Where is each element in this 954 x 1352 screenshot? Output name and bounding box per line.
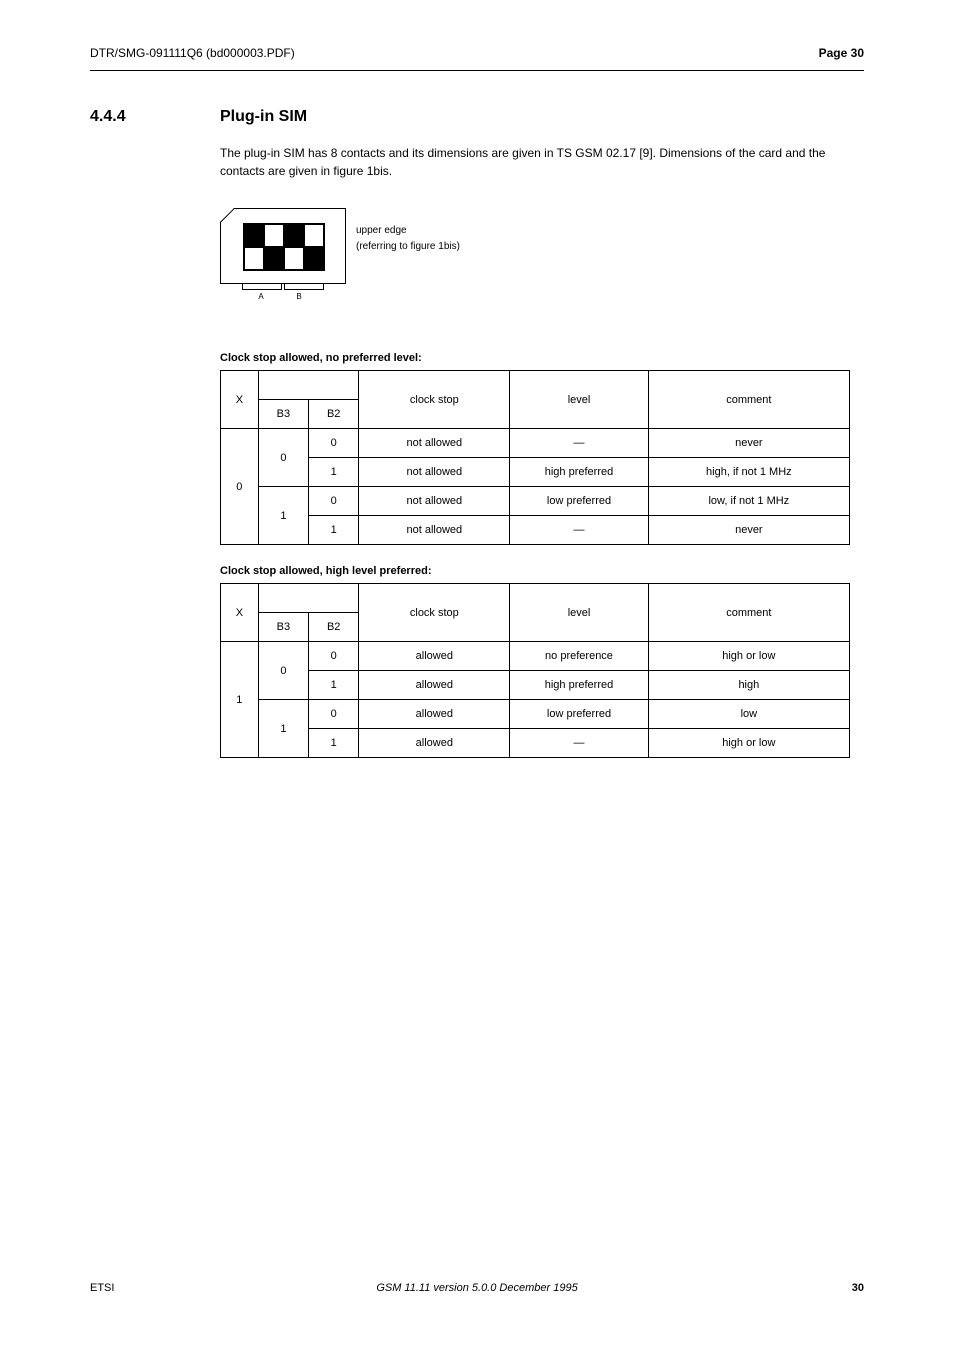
footer-mid: GSM 11.11 version 5.0.0 December 1995 (0, 1282, 954, 1294)
t1-c: low preferred (510, 487, 648, 516)
t2-c: high or low (648, 642, 849, 671)
bracket-row (242, 284, 326, 290)
table2-h-level: level (510, 584, 648, 642)
t2-c: high or low (648, 729, 849, 758)
table2-h-b2: B2 (309, 613, 359, 642)
axis-b: B (280, 292, 318, 301)
t2-c: 0 (309, 700, 359, 729)
t2-c: 1 (258, 700, 308, 758)
table1-h-level: level (510, 371, 648, 429)
table-row: 1 0 allowed low preferred low (221, 700, 850, 729)
t1-c: not allowed (359, 487, 510, 516)
t2-c: allowed (359, 642, 510, 671)
table1-h-bits (258, 371, 359, 400)
table2-h-stop: clock stop (359, 584, 510, 642)
t1-c: 1 (309, 516, 359, 545)
section-intro: The plug-in SIM has 8 contacts and its d… (220, 144, 864, 180)
t1-c: — (510, 429, 648, 458)
t2-c: high (648, 671, 849, 700)
axis-labels: A B (242, 292, 318, 301)
sim-note-1: upper edge (356, 224, 636, 238)
t1-c: never (648, 429, 849, 458)
axis-a: A (242, 292, 280, 301)
t2-c: 1 (309, 671, 359, 700)
t2-c: allowed (359, 671, 510, 700)
contact-c3 (284, 224, 304, 247)
contact-c1 (244, 224, 264, 247)
header-page-label: Page 30 (819, 46, 864, 60)
table1-caption: Clock stop allowed, no preferred level: (220, 352, 850, 364)
table-row: 1 allowed — high or low (221, 729, 850, 758)
sim-diagram (220, 208, 346, 284)
t2-c: 1 (309, 729, 359, 758)
t2-c: 0 (258, 642, 308, 700)
table2-h-x: X (221, 584, 259, 642)
t2-c: low (648, 700, 849, 729)
table2-h-bits (258, 584, 359, 613)
t1-c: — (510, 516, 648, 545)
section-title: Plug-in SIM (220, 108, 307, 126)
section-number: 4.4.4 (90, 108, 126, 126)
sim-chip (243, 223, 325, 271)
contact-c2 (264, 224, 284, 247)
t2-c: no preference (510, 642, 648, 671)
t1-c: not allowed (359, 429, 510, 458)
contact-c8 (304, 247, 324, 270)
t1-c: never (648, 516, 849, 545)
table-row: 1 0 0 allowed no preference high or low (221, 642, 850, 671)
t2-c: high preferred (510, 671, 648, 700)
t2-c: allowed (359, 729, 510, 758)
t1-c: 0 (309, 487, 359, 516)
table-row: 1 not allowed high preferred high, if no… (221, 458, 850, 487)
t1-c: high preferred (510, 458, 648, 487)
header-rule (90, 70, 864, 71)
t2-c-x: 1 (221, 642, 259, 758)
table-row: 1 not allowed — never (221, 516, 850, 545)
t1-c: 0 (309, 429, 359, 458)
table1: X clock stop level comment B3 B2 0 0 0 n… (220, 370, 850, 545)
table1-h-b3: B3 (258, 400, 308, 429)
table1-h-comment: comment (648, 371, 849, 429)
t1-c: not allowed (359, 458, 510, 487)
t2-c: 0 (309, 642, 359, 671)
t2-c: — (510, 729, 648, 758)
table2-h-b3: B3 (258, 613, 308, 642)
contact-c4 (304, 224, 324, 247)
header-doc-id: DTR/SMG-091111Q6 (bd000003.PDF) (90, 46, 295, 60)
table-row: 1 0 not allowed low preferred low, if no… (221, 487, 850, 516)
t1-c: 0 (258, 429, 308, 487)
t1-c: high, if not 1 MHz (648, 458, 849, 487)
table2-caption: Clock stop allowed, high level preferred… (220, 565, 850, 577)
table1-h-stop: clock stop (359, 371, 510, 429)
t1-c-x: 0 (221, 429, 259, 545)
table2: X clock stop level comment B3 B2 1 0 0 a… (220, 583, 850, 758)
table-row: 1 allowed high preferred high (221, 671, 850, 700)
t1-c: 1 (258, 487, 308, 545)
t2-c: low preferred (510, 700, 648, 729)
footer-right: 30 (852, 1282, 864, 1294)
table1-h-b2: B2 (309, 400, 359, 429)
table1-h-x: X (221, 371, 259, 429)
contact-c5 (244, 247, 264, 270)
contact-c6 (264, 247, 284, 270)
contact-c7 (284, 247, 304, 270)
t2-c: allowed (359, 700, 510, 729)
sim-note-2: (referring to figure 1bis) (356, 240, 636, 254)
table2-h-comment: comment (648, 584, 849, 642)
t1-c: not allowed (359, 516, 510, 545)
table-row: 0 0 0 not allowed — never (221, 429, 850, 458)
t1-c: low, if not 1 MHz (648, 487, 849, 516)
t1-c: 1 (309, 458, 359, 487)
